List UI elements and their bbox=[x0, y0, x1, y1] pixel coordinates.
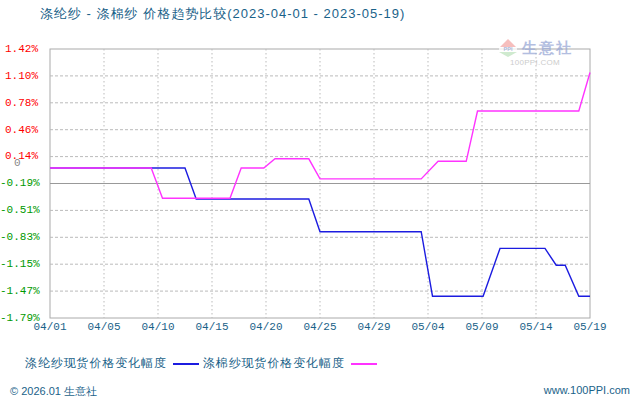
svg-text:PPI: PPI bbox=[504, 46, 513, 52]
